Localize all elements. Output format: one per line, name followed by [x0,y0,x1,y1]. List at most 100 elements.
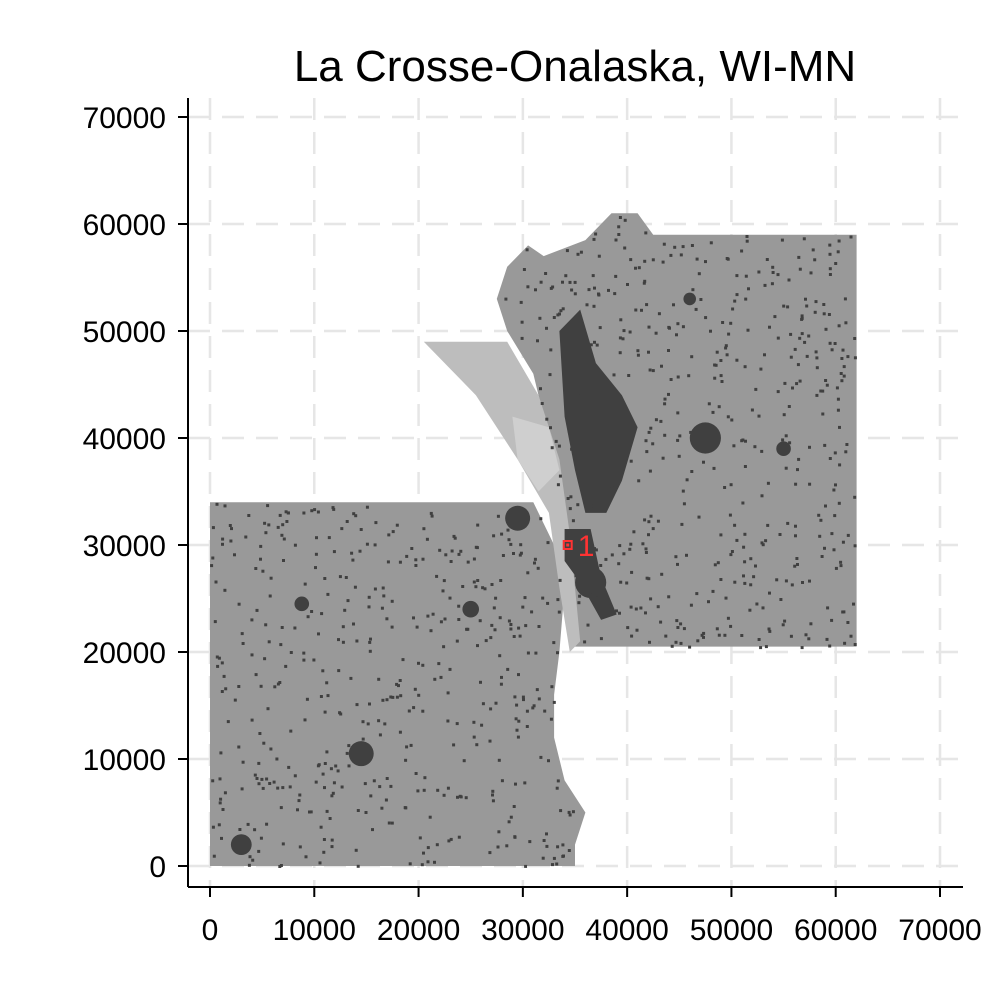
development-dot [452,534,456,538]
development-dot [690,355,694,359]
development-dot [397,684,400,688]
development-dot [428,815,432,819]
development-dot [351,558,355,562]
development-dot [842,374,846,378]
development-dot [268,594,272,598]
development-dot [743,365,747,369]
development-dot [846,355,850,359]
development-dot [596,450,600,453]
development-dot [827,313,831,316]
development-dot [629,258,633,262]
development-dot [373,587,377,591]
development-dot [345,751,349,755]
development-dot [626,283,629,286]
development-dot [281,786,285,790]
development-dot [439,620,443,624]
development-dot [715,627,719,631]
development-dot [828,267,832,271]
development-dot [617,225,621,229]
development-dot [745,239,749,243]
development-dot [293,626,297,630]
development-dot [220,661,224,665]
development-dot [356,809,360,812]
development-dot [607,288,610,292]
development-dot [707,600,710,604]
development-dot [570,288,574,292]
development-dot [757,414,761,418]
development-dot [369,637,372,641]
development-dot [555,862,559,866]
development-dot [674,555,678,559]
development-dot [328,817,332,820]
development-dot [265,777,269,781]
development-dot [555,786,559,790]
development-dot [380,606,384,610]
development-dot [697,272,701,276]
development-dot [293,774,297,778]
development-dot [719,533,723,537]
development-dot [793,347,797,351]
development-dot [707,402,711,406]
development-dot [484,639,488,643]
marker-label: 1 [578,530,595,563]
development-dot [735,274,739,278]
development-dot [830,348,834,352]
development-dot [787,405,791,408]
development-dot [834,262,838,265]
development-dot [509,627,513,631]
development-dot [548,373,552,377]
development-dot [743,581,747,585]
development-dot [248,855,252,859]
development-dot [740,249,744,253]
development-dot [838,425,841,429]
development-dot [713,563,717,567]
development-dot [519,300,523,304]
development-dot [496,845,500,849]
development-dot [729,321,733,325]
development-dot [407,709,411,713]
development-dot [681,489,685,493]
town-cluster [683,292,697,306]
development-dot [247,863,251,867]
development-dot [661,456,665,460]
development-dot [682,627,686,631]
town-cluster [505,505,531,531]
development-dot [647,520,651,524]
development-dot [593,286,596,290]
development-dot [425,537,429,541]
development-dot [329,767,333,771]
development-dot [279,864,283,867]
development-dot [259,836,263,840]
development-dot [630,634,634,638]
development-dot [539,280,543,284]
development-dot [509,623,513,626]
development-dot [776,336,780,340]
development-dot [674,640,678,644]
development-dot [804,297,807,301]
development-dot [712,466,716,470]
development-dot [849,235,853,239]
development-dot [817,513,821,517]
development-dot [391,530,395,534]
development-dot [404,758,408,762]
development-dot [839,372,843,375]
development-dot [773,315,777,319]
development-dot [789,355,793,359]
development-dot [833,451,837,455]
development-dot [280,626,284,629]
x-axis-ticks: 0 10000 20000 30000 40000 50000 60000 70000 [202,887,982,947]
development-dot [506,528,510,532]
development-dot [457,835,461,839]
development-dot [657,312,661,316]
development-dot [371,828,374,832]
development-dot [352,512,356,516]
development-dot [815,366,819,370]
development-dot [798,336,802,340]
development-dot [620,404,624,408]
development-dot [517,719,521,723]
development-dot [341,640,345,644]
development-dot [308,810,311,814]
development-dot [320,612,324,616]
development-dot [592,237,596,241]
development-dot [690,470,694,473]
